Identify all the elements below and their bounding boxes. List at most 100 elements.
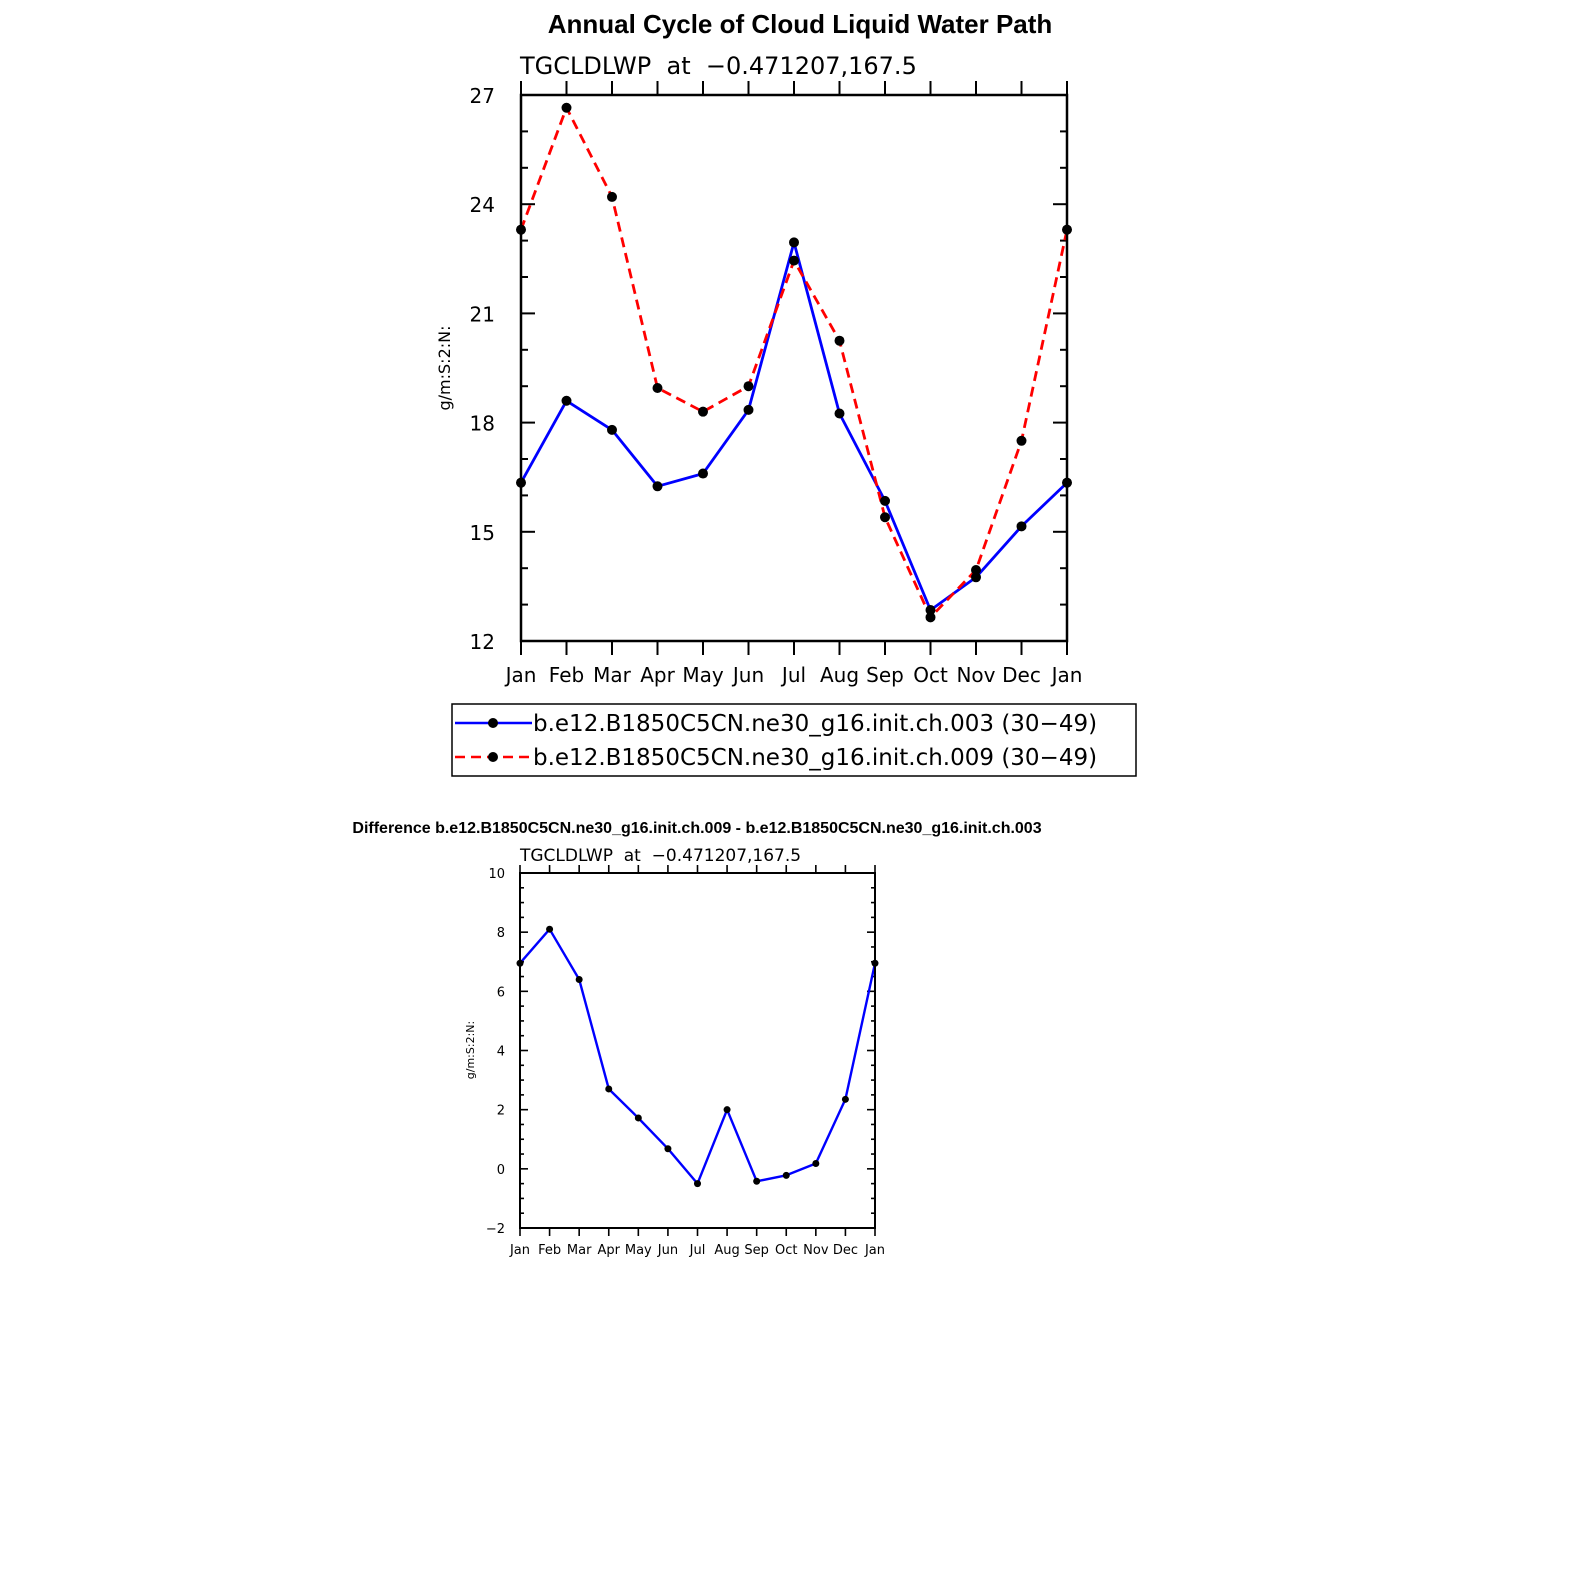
bottom-chart-ytick-labels: −2 0 2 4 6 8 10 bbox=[486, 867, 505, 1237]
series-0-point-11 bbox=[841, 1095, 849, 1103]
top-chart-legend: b.e12.B1850C5CN.ne30_g16.init.ch.003 (30… bbox=[451, 703, 1137, 777]
top-chart: Annual Cycle of Cloud Liquid Water Path … bbox=[435, 9, 1137, 777]
xtick-label-4: May bbox=[625, 1243, 652, 1258]
top-chart-xtick-labels: Jan Feb Mar Apr May Jun Jul Aug Sep Oct Nov Dec Jan bbox=[504, 663, 1083, 687]
bottom-chart-series bbox=[516, 925, 879, 1188]
xtick-label-7: Aug bbox=[714, 1243, 739, 1258]
xtick-label-12: Jan bbox=[1050, 663, 1083, 687]
ytick-label-4: 6 bbox=[497, 985, 505, 1000]
series-1-point-10 bbox=[971, 565, 981, 576]
ytick-label-0: −2 bbox=[486, 1222, 505, 1237]
series-0-point-5 bbox=[664, 1145, 672, 1153]
xtick-label-5: Jun bbox=[657, 1243, 678, 1258]
xtick-label-1: Feb bbox=[538, 1243, 561, 1258]
series-0-point-1 bbox=[546, 925, 554, 933]
legend-marker-1 bbox=[488, 752, 498, 762]
xtick-label-7: Aug bbox=[820, 663, 859, 687]
series-1-point-9 bbox=[925, 612, 936, 623]
series-line-0 bbox=[519, 240, 1068, 612]
ytick-label-1: 15 bbox=[470, 521, 495, 545]
legend-label-1: b.e12.B1850C5CN.ne30_g16.init.ch.009 (30… bbox=[533, 745, 1097, 771]
xtick-label-3: Apr bbox=[598, 1243, 621, 1258]
bottom-chart-title: Difference b.e12.B1850C5CN.ne30_g16.init… bbox=[352, 820, 1041, 837]
top-chart-ytick-labels: 12 15 18 21 24 27 bbox=[470, 84, 495, 654]
series-1-point-11 bbox=[1016, 435, 1027, 446]
xtick-label-11: Dec bbox=[833, 1243, 858, 1258]
series-0-point-3 bbox=[652, 481, 663, 492]
xtick-label-6: Jul bbox=[780, 663, 806, 687]
ytick-label-2: 18 bbox=[470, 412, 495, 436]
series-0-point-10 bbox=[812, 1160, 820, 1168]
xtick-label-9: Oct bbox=[913, 663, 948, 687]
legend-entry-0: b.e12.B1850C5CN.ne30_g16.init.ch.003 (30… bbox=[455, 711, 1097, 737]
series-0-point-11 bbox=[1016, 521, 1027, 532]
legend-entry-1: b.e12.B1850C5CN.ne30_g16.init.ch.009 (30… bbox=[455, 745, 1097, 771]
legend-box bbox=[451, 703, 1137, 777]
series-1-point-2 bbox=[607, 191, 617, 202]
top-chart-title: Annual Cycle of Cloud Liquid Water Path bbox=[548, 9, 1053, 39]
xtick-label-2: Mar bbox=[593, 663, 632, 687]
series-0-point-10 bbox=[971, 572, 981, 583]
series-line-0 bbox=[519, 928, 877, 1185]
xtick-label-3: Apr bbox=[640, 663, 675, 687]
ytick-label-5: 27 bbox=[470, 84, 495, 108]
series-1-point-8 bbox=[880, 512, 890, 523]
ytick-label-3: 21 bbox=[470, 302, 495, 326]
series-0-point-6 bbox=[789, 237, 799, 248]
ytick-label-1: 0 bbox=[497, 1163, 505, 1178]
bottom-chart-frame bbox=[519, 872, 876, 1229]
ytick-label-5: 8 bbox=[497, 926, 505, 941]
xtick-label-5: Jun bbox=[731, 663, 764, 687]
series-0-point-1 bbox=[561, 395, 572, 406]
bottom-chart-xtick-labels: Jan Feb Mar Apr May Jun Jul Aug Sep Oct Nov Dec Jan bbox=[509, 1243, 885, 1258]
series-1-point-1 bbox=[561, 102, 572, 113]
xtick-label-2: Mar bbox=[567, 1243, 592, 1258]
series-0-point-2 bbox=[607, 424, 617, 435]
series-1-point-5 bbox=[743, 381, 754, 392]
series-0-point-8 bbox=[880, 495, 890, 506]
series-0-point-5 bbox=[743, 404, 754, 415]
series-0-point-7 bbox=[723, 1106, 731, 1114]
xtick-label-0: Jan bbox=[509, 1243, 530, 1258]
xtick-label-4: May bbox=[682, 663, 724, 687]
series-0-point-3 bbox=[605, 1085, 613, 1093]
ytick-label-6: 10 bbox=[488, 867, 505, 882]
series-1-point-4 bbox=[698, 406, 708, 417]
series-0-point-2 bbox=[575, 976, 583, 983]
bottom-chart: Difference b.e12.B1850C5CN.ne30_g16.init… bbox=[352, 820, 1041, 1258]
bottom-chart-subtitle: TGCLDLWP at −0.471207,167.5 bbox=[519, 846, 801, 866]
xtick-label-12: Jan bbox=[864, 1243, 885, 1258]
xtick-label-8: Sep bbox=[866, 663, 904, 687]
legend-marker-0 bbox=[488, 718, 498, 728]
xtick-label-8: Sep bbox=[744, 1243, 769, 1258]
top-chart-ylabel: g/m:S:2:N: bbox=[435, 326, 454, 411]
series-0-point-6 bbox=[694, 1180, 701, 1188]
xtick-label-10: Nov bbox=[956, 663, 995, 687]
series-1-point-7 bbox=[834, 335, 845, 346]
legend-label-0: b.e12.B1850C5CN.ne30_g16.init.ch.003 (30… bbox=[533, 711, 1097, 737]
top-chart-frame bbox=[519, 93, 1069, 643]
ytick-label-2: 2 bbox=[497, 1104, 505, 1119]
ytick-label-0: 12 bbox=[470, 630, 495, 654]
series-1-point-3 bbox=[652, 383, 663, 394]
xtick-label-6: Jul bbox=[689, 1243, 706, 1258]
xtick-label-11: Dec bbox=[1002, 663, 1041, 687]
series-0-point-4 bbox=[634, 1114, 642, 1122]
series-line-1 bbox=[519, 106, 1069, 619]
xtick-label-9: Oct bbox=[775, 1243, 797, 1258]
xtick-label-0: Jan bbox=[504, 663, 537, 687]
xtick-label-1: Feb bbox=[549, 663, 584, 687]
series-0-point-9 bbox=[925, 605, 936, 616]
ytick-label-4: 24 bbox=[470, 193, 495, 217]
bottom-chart-ylabel: g/m:S:2:N: bbox=[464, 1021, 477, 1079]
series-0-point-8 bbox=[753, 1177, 761, 1185]
ytick-label-3: 4 bbox=[497, 1045, 505, 1060]
top-chart-series bbox=[516, 102, 1072, 623]
series-1-point-6 bbox=[789, 255, 799, 266]
series-0-point-9 bbox=[782, 1171, 790, 1179]
top-chart-ticks bbox=[520, 81, 1068, 655]
series-0-point-7 bbox=[834, 408, 845, 419]
top-chart-subtitle: TGCLDLWP at −0.471207,167.5 bbox=[519, 52, 917, 80]
series-0-point-4 bbox=[698, 468, 708, 479]
